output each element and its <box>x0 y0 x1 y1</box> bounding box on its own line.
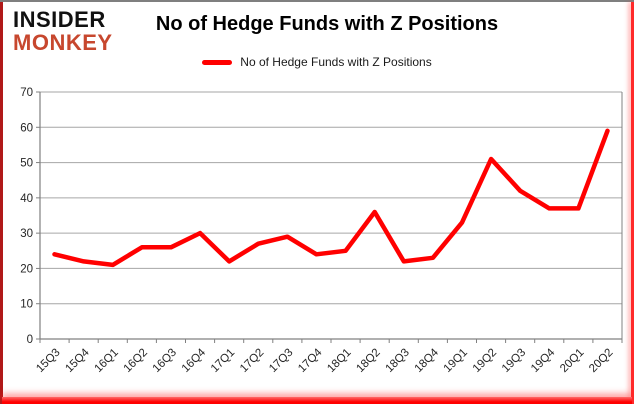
y-tick-label: 10 <box>20 299 33 311</box>
frame-right-border <box>631 2 634 404</box>
x-tick-label: 19Q4 <box>529 346 558 375</box>
y-tick-label: 0 <box>27 334 33 346</box>
x-tick-label: 18Q3 <box>383 347 411 375</box>
x-tick-label: 17Q4 <box>296 346 325 375</box>
chart-legend: No of Hedge Funds with Z Positions <box>0 55 634 69</box>
x-tick-label: 17Q1 <box>209 347 237 375</box>
y-tick-label: 70 <box>20 87 33 99</box>
x-tick-label: 17Q2 <box>238 347 266 375</box>
y-tick-label: 50 <box>20 158 33 170</box>
frame-top-border <box>0 0 634 2</box>
x-tick-label: 15Q3 <box>34 347 62 375</box>
hedge-funds-data-line <box>52 128 610 268</box>
y-tick-label: 20 <box>20 263 33 275</box>
x-tick-label: 18Q2 <box>354 347 382 375</box>
x-tick-label: 19Q1 <box>442 347 470 375</box>
x-tick-label: 20Q1 <box>558 347 586 375</box>
y-tick-label: 40 <box>20 193 33 205</box>
x-tick-label: 16Q1 <box>92 347 120 375</box>
frame-bottom-border <box>2 397 632 404</box>
x-tick-label: 16Q3 <box>151 347 179 375</box>
x-tick-label: 16Q4 <box>180 346 209 375</box>
x-tick-label: 19Q2 <box>471 347 499 375</box>
insider-monkey-logo: INSIDER MONKEY <box>13 8 113 54</box>
x-tick-label: 19Q3 <box>500 347 528 375</box>
x-tick-label: 15Q4 <box>63 346 92 375</box>
x-tick-label: 20Q2 <box>587 347 615 375</box>
x-tick-label: 18Q1 <box>325 347 353 375</box>
logo-insider-text: INSIDER <box>13 7 106 32</box>
y-tick-label: 60 <box>20 122 33 134</box>
chart-title: No of Hedge Funds with Z Positions <box>155 13 499 35</box>
legend-line-swatch <box>202 59 233 65</box>
x-tick-label: 16Q2 <box>122 347 150 375</box>
x-tick-label: 17Q3 <box>267 347 295 375</box>
frame-left-border <box>0 2 3 404</box>
y-tick-label: 30 <box>20 228 33 240</box>
x-tick-label: 18Q4 <box>413 346 442 375</box>
logo-monkey-text: MONKEY <box>13 30 113 55</box>
legend-label: No of Hedge Funds with Z Positions <box>240 55 432 69</box>
